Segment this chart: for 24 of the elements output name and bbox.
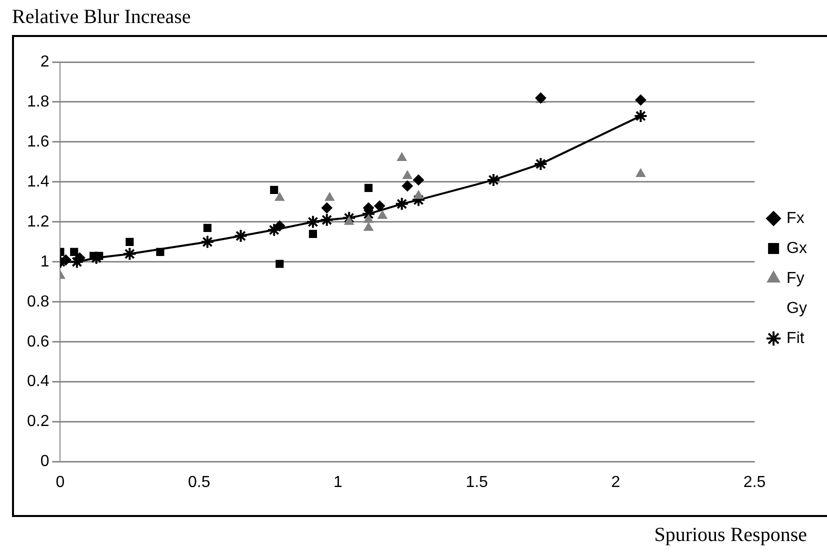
y-tick-label: 1.2 [26,213,50,230]
y-tick-label: 1.4 [26,173,50,190]
x-tick-label: 0 [56,474,65,491]
legend-label: Fx [786,210,804,227]
y-tick-label: 0.4 [26,373,50,390]
y-tick-label: 1.6 [26,133,50,150]
y-tick-label: 2 [40,53,50,70]
x-axis-title: Spurious Response [654,524,807,547]
x-tick-label: 2.5 [743,474,766,491]
x-tick-label: 0.5 [188,474,210,491]
y-tick-label: 0.6 [26,333,50,350]
legend-label: Fit [786,330,805,347]
text: Gy [786,300,808,317]
y-tick-label: 0.8 [26,293,50,310]
y-tick-label: 0.2 [26,413,50,430]
x-tick-label: 1 [334,474,343,491]
y-tick-label: 1 [40,253,50,270]
y-tick-label: 1.8 [26,93,50,110]
legend-label: Gx [786,240,808,257]
x-tick-label: 2 [611,474,620,491]
legend-label: Fy [786,270,804,287]
y-axis-title: Relative Blur Increase [12,6,191,29]
y-tick-label: 0 [40,453,50,470]
x-tick-label: 1.5 [466,474,488,491]
